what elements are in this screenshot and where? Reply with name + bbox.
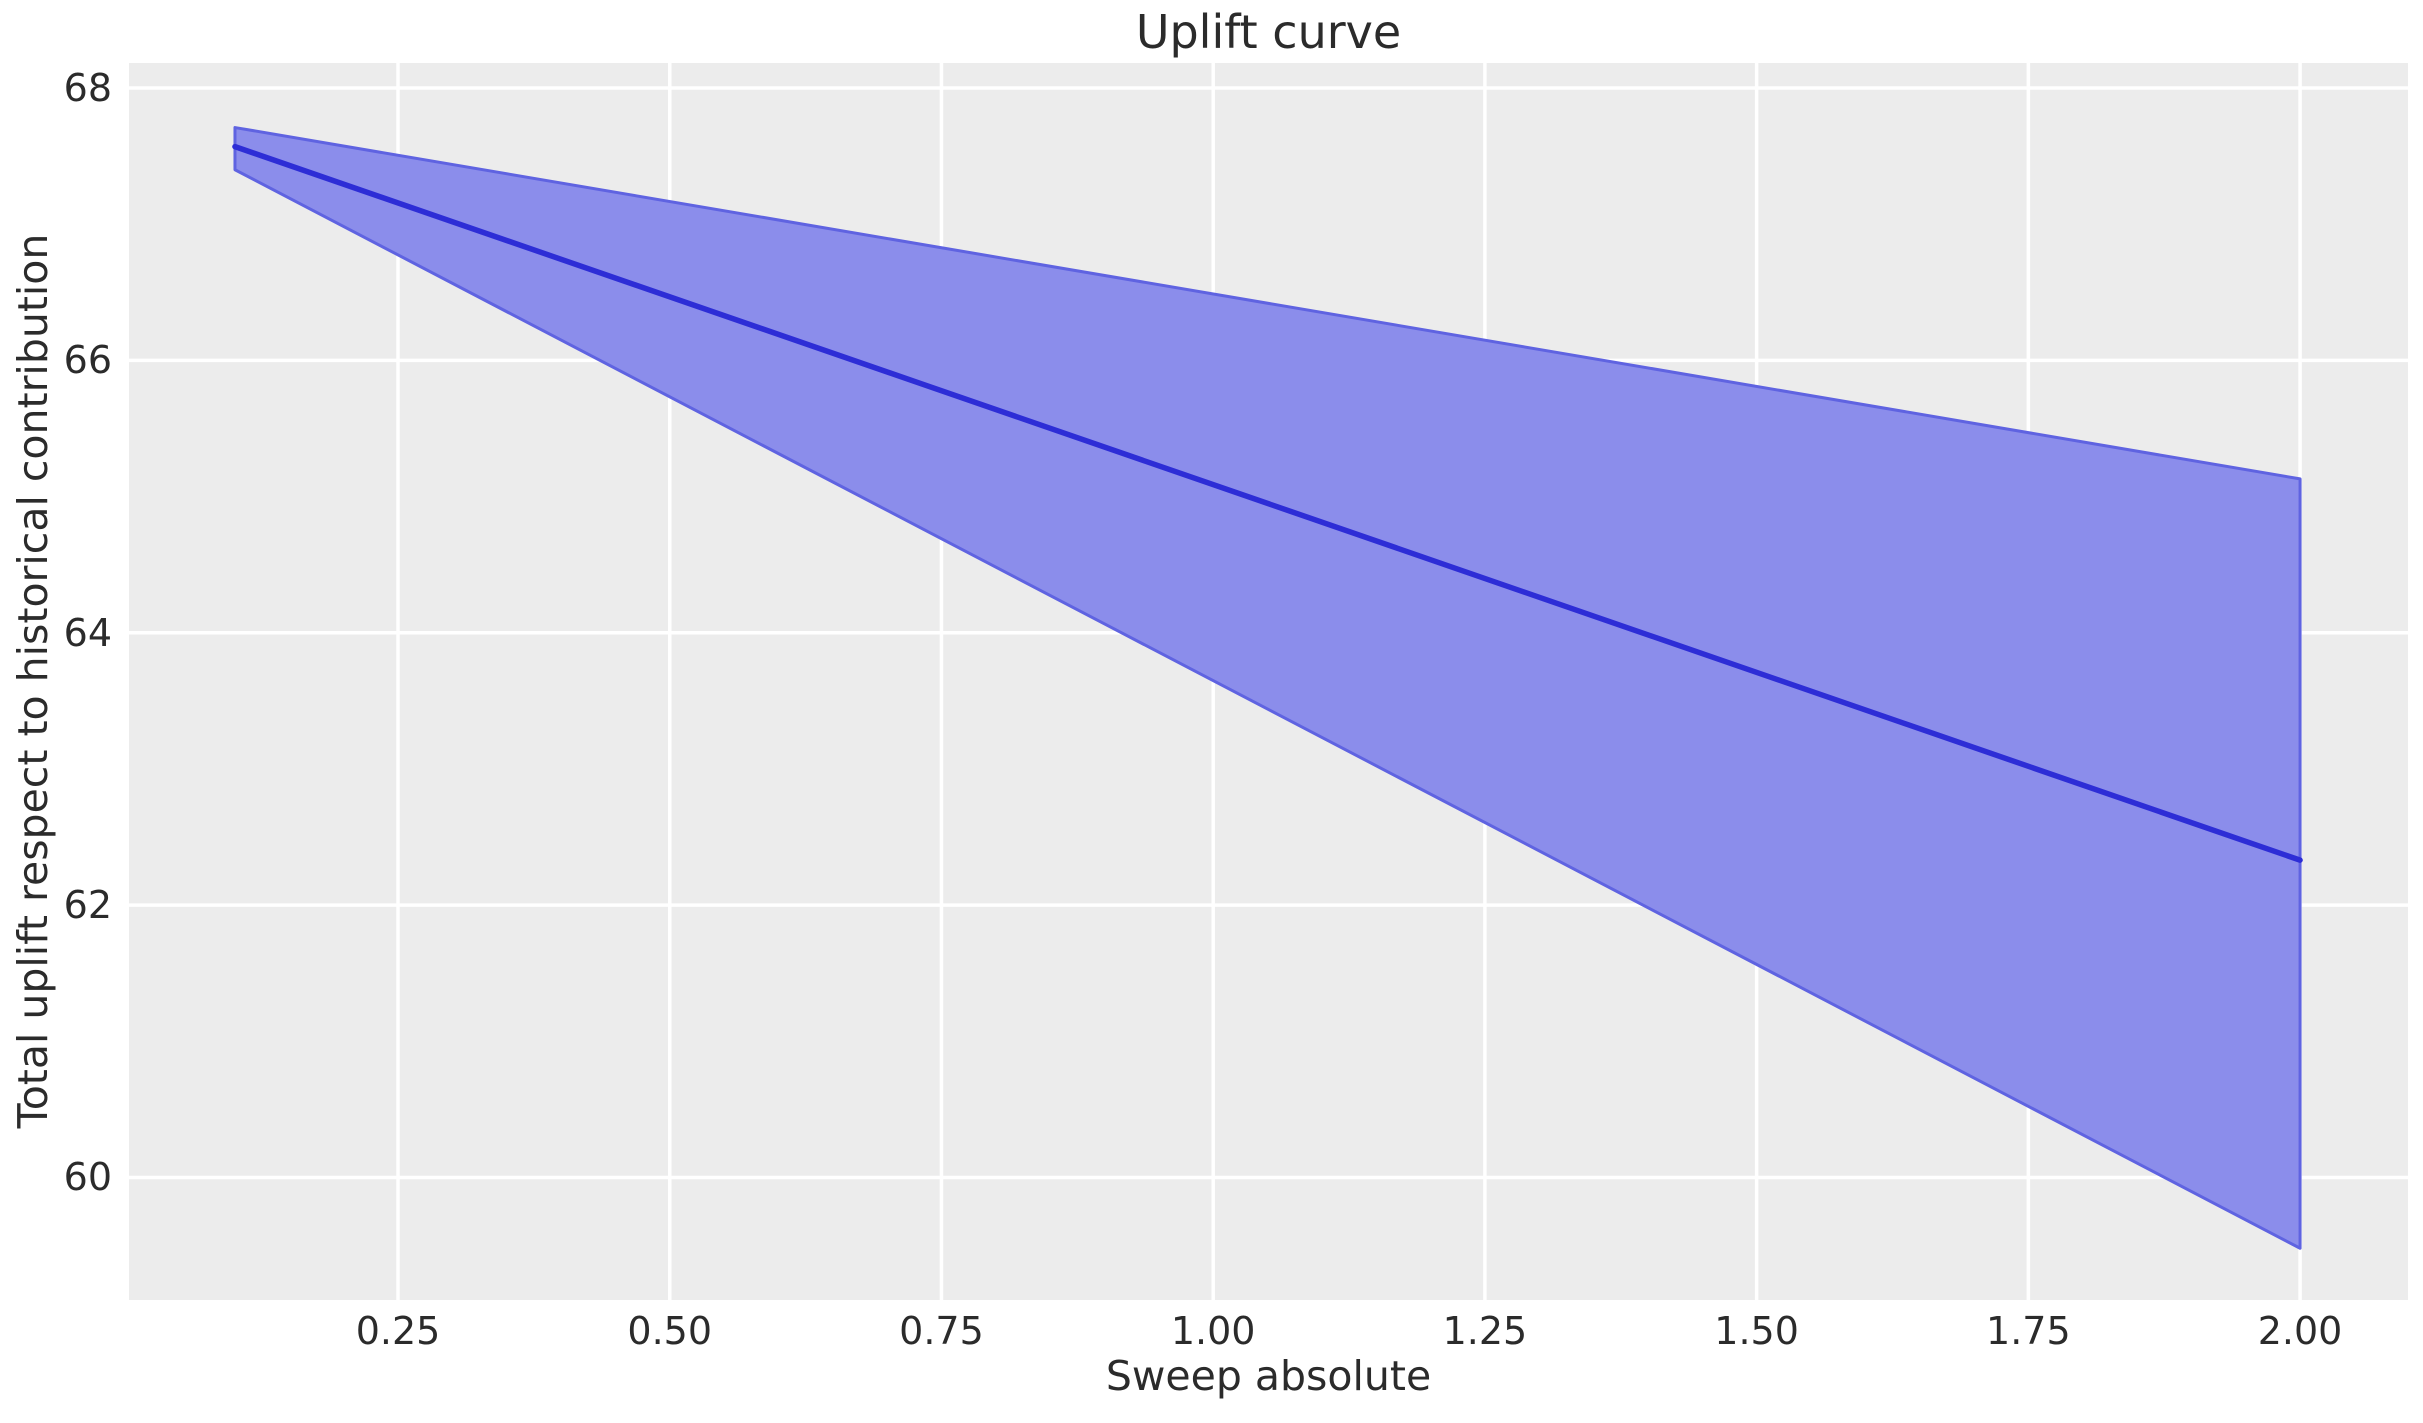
x-tick-label: 0.50 <box>627 1309 713 1353</box>
chart-title: Uplift curve <box>1135 5 1402 59</box>
y-tick-label: 66 <box>63 338 112 383</box>
x-tick-label: 1.50 <box>1714 1309 1799 1353</box>
x-tick-label: 1.25 <box>1442 1309 1528 1353</box>
y-axis-label: Total uplift respect to historical contr… <box>9 233 57 1129</box>
x-tick-label: 0.75 <box>899 1309 984 1353</box>
x-tick-label: 1.00 <box>1170 1309 1256 1353</box>
confidence-band <box>233 126 2302 1250</box>
y-tick-label: 68 <box>63 66 112 111</box>
x-tick-label: 0.25 <box>355 1309 441 1353</box>
x-tick-label: 2.00 <box>2257 1309 2343 1353</box>
y-tick-label: 62 <box>63 883 112 928</box>
x-tick-label: 1.75 <box>1986 1309 2071 1353</box>
x-axis-label: Sweep absolute <box>1105 1352 1432 1400</box>
y-tick-label: 60 <box>63 1155 112 1200</box>
y-tick-label: 64 <box>63 610 112 655</box>
uplift-line <box>232 143 2303 863</box>
